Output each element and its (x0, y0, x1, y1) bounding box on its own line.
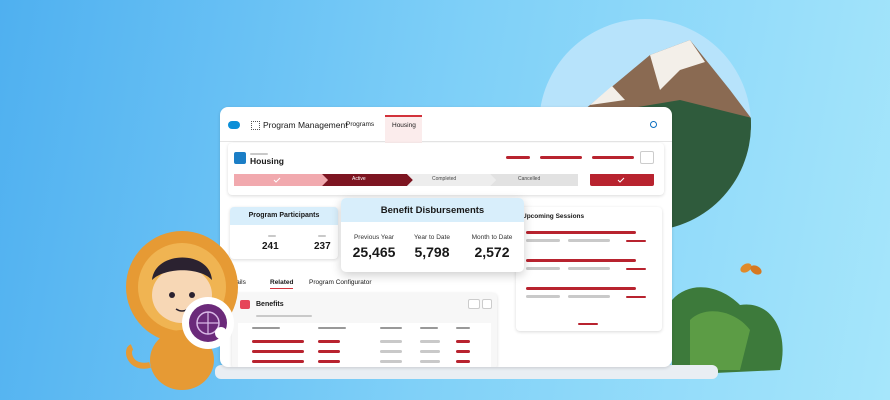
card-header (341, 198, 524, 222)
placeholder (256, 315, 312, 317)
placeholder (318, 350, 340, 353)
placeholder (252, 360, 304, 363)
placeholder (526, 287, 636, 290)
check (273, 177, 281, 183)
related-tab-active[interactable]: Related (270, 279, 294, 289)
path-label: Completed (432, 176, 457, 182)
placeholder (250, 153, 268, 155)
placeholder (506, 156, 530, 159)
placeholder (568, 239, 610, 242)
metric-label: Month to Date (471, 234, 513, 241)
placeholder (456, 340, 470, 343)
placeholder (380, 327, 402, 329)
placeholder (626, 268, 646, 270)
participants-card: Program Participants 241 237 (230, 207, 338, 259)
placeholder (578, 323, 598, 325)
placeholder (380, 350, 402, 353)
placeholder (456, 350, 470, 353)
placeholder (420, 350, 440, 353)
check (617, 177, 625, 183)
placeholder (420, 340, 440, 343)
participant-count: 241 (262, 241, 279, 252)
placeholder (456, 327, 470, 329)
placeholder (456, 360, 470, 363)
benefits-table (238, 323, 491, 367)
path-step[interactable] (407, 174, 496, 186)
app-name: Program Management (263, 120, 348, 130)
placeholder (526, 295, 560, 298)
path-bar (234, 174, 654, 186)
placeholder (252, 327, 280, 329)
placeholder (380, 360, 402, 363)
placeholder (318, 235, 326, 237)
card-title: Benefits (256, 301, 284, 308)
laptop-base (215, 365, 718, 379)
card-title: Upcoming Sessions (522, 213, 585, 220)
path-step-done[interactable] (234, 174, 328, 186)
mascot (126, 231, 238, 390)
record-icon (234, 152, 246, 164)
placeholder (318, 327, 346, 329)
benefits-card: Benefits (232, 293, 497, 367)
card-header (230, 207, 338, 225)
app-launcher[interactable] (251, 121, 260, 130)
path-label: Active (352, 176, 366, 182)
placeholder (526, 239, 560, 242)
metric-value: 5,798 (414, 244, 450, 260)
placeholder (526, 267, 560, 270)
butterfly (740, 263, 762, 275)
path-label: Cancelled (518, 176, 541, 182)
search-icon[interactable] (650, 121, 657, 128)
nav-tab-active[interactable] (385, 115, 422, 143)
nav-tab[interactable]: Programs (346, 121, 375, 128)
placeholder (526, 231, 636, 234)
placeholder (268, 235, 276, 237)
placeholder (568, 295, 610, 298)
placeholder (252, 350, 304, 353)
participant-count: 237 (314, 241, 331, 252)
bush-highlight (690, 311, 750, 370)
metric-value: 2,572 (474, 244, 510, 260)
card-title: Program Participants (248, 212, 320, 219)
placeholder (420, 327, 438, 329)
placeholder (318, 360, 340, 363)
path-step[interactable] (490, 174, 578, 186)
sessions-card: Upcoming Sessions (516, 207, 662, 331)
placeholder (252, 340, 304, 343)
card-title: Benefit Disbursements (380, 205, 485, 216)
metric-label: Year to Date (414, 234, 450, 241)
placeholder (568, 267, 610, 270)
placeholder (318, 340, 340, 343)
related-tab[interactable]: Program Configurator (309, 279, 372, 286)
disbursements-card: Benefit Disbursements Previous Year 25,46… (341, 198, 524, 272)
app-header (220, 107, 672, 142)
placeholder (540, 156, 582, 159)
dropdown[interactable] (640, 151, 654, 164)
path-step-current[interactable] (322, 174, 413, 186)
placeholder (380, 340, 402, 343)
metric-value: 25,465 (352, 244, 396, 260)
settings-button[interactable] (468, 299, 480, 309)
benefits-icon (240, 300, 250, 309)
placeholder (626, 296, 646, 298)
record-header: Housing Active Completed Cancelled (228, 143, 664, 195)
placeholder (592, 156, 634, 159)
logo (228, 121, 240, 129)
nav-tab-label: Housing (392, 122, 416, 129)
placeholder (526, 259, 636, 262)
record-title: Housing (250, 156, 284, 166)
refresh-button[interactable] (482, 299, 492, 309)
placeholder (626, 240, 646, 242)
metric-label: Previous Year (353, 234, 395, 241)
placeholder (420, 360, 440, 363)
